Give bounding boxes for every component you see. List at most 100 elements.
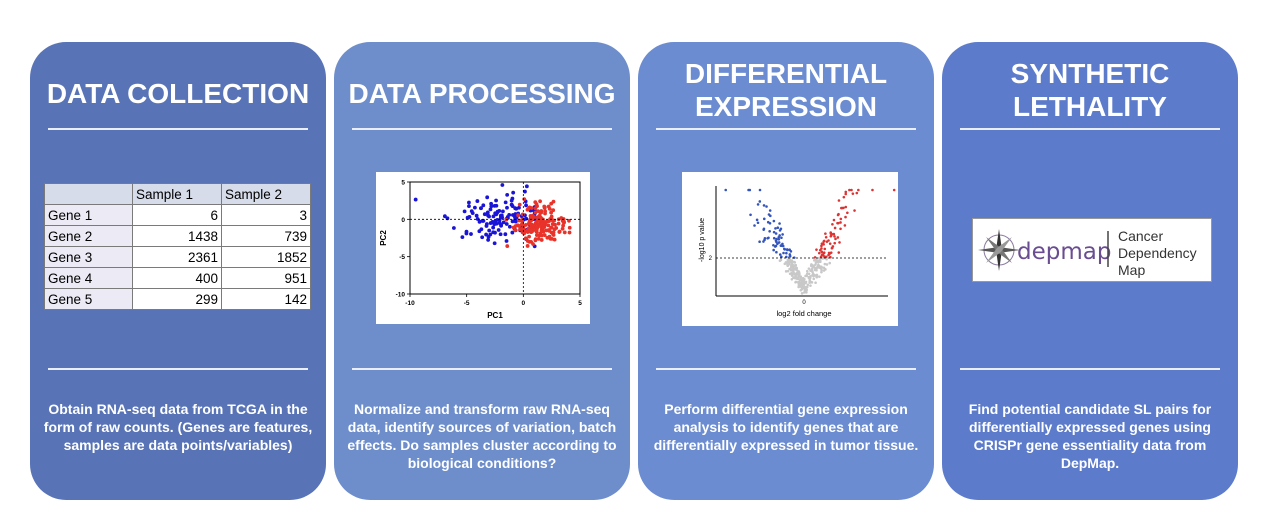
volcano-point [785, 251, 788, 255]
volcano-point [825, 257, 828, 261]
pca-point [547, 219, 551, 224]
volcano-point [817, 259, 821, 263]
pca-point [513, 206, 518, 211]
pca-point [467, 204, 471, 209]
volcano-point [772, 219, 776, 223]
volcano-point [791, 273, 794, 277]
volcano-point [795, 271, 799, 275]
pca-point [495, 217, 500, 222]
volcano-point [823, 262, 827, 266]
volcano-point [831, 223, 834, 226]
pca-point [492, 222, 497, 227]
pca-point [522, 231, 527, 236]
pca-point [536, 236, 541, 241]
card-title-line: LETHALITY [1013, 91, 1167, 122]
volcano-point [833, 241, 837, 245]
volcano-point [789, 268, 793, 271]
pca-point [537, 223, 542, 227]
volcano-point [786, 258, 790, 262]
pca-point [470, 211, 475, 216]
volcano-point [775, 250, 778, 254]
pca-point [538, 215, 543, 220]
pca-point [482, 212, 487, 217]
pca-point [551, 208, 556, 213]
pca-point [523, 223, 528, 227]
volcano-point [788, 248, 791, 252]
y-axis-label: PC2 [379, 230, 388, 246]
divider [960, 128, 1220, 130]
volcano-point [823, 247, 827, 251]
card-title-line: EXPRESSION [694, 91, 878, 122]
table-header-cell [44, 183, 133, 205]
volcano-point [832, 232, 836, 236]
volcano-point [774, 244, 778, 248]
volcano-point [820, 270, 823, 274]
volcano-point [836, 213, 840, 217]
pca-point [505, 205, 509, 210]
pca-point [442, 214, 447, 219]
pca-point [550, 236, 554, 241]
volcano-point [772, 243, 775, 247]
volcano-point [810, 264, 814, 267]
volcano-point [795, 266, 799, 270]
volcano-point [772, 248, 775, 252]
plot-frame [409, 181, 581, 295]
pca-point [494, 198, 498, 203]
volcano-point [788, 257, 791, 260]
card-title: DATA PROCESSING [334, 77, 630, 110]
x-axis-label: PC1 [487, 311, 503, 320]
pca-point [527, 205, 532, 210]
count-cell: 951 [221, 267, 311, 289]
volcano-point [772, 236, 776, 240]
pca-point [546, 223, 551, 228]
volcano-point [820, 250, 824, 254]
volcano-point [784, 261, 788, 264]
divider [656, 368, 916, 370]
pca-plot: -10 -5 0 5 5 0 -5 -10 PC1 PC2 [376, 172, 590, 324]
pca-point [551, 199, 556, 204]
gene-cell: Gene 4 [44, 267, 133, 289]
pca-point [530, 229, 534, 234]
pca-point [517, 205, 521, 210]
volcano-point [829, 234, 833, 238]
pca-point [467, 214, 472, 219]
y-tick-label: 2 [709, 256, 713, 262]
pca-point [520, 217, 524, 222]
pca-point [562, 220, 566, 224]
card-description: Obtain RNA-seq data from TCGA in the for… [43, 401, 313, 453]
pca-point [549, 225, 553, 230]
volcano-point [782, 247, 786, 251]
volcano-point [824, 268, 827, 271]
pca-point [464, 229, 469, 234]
pca-point [547, 234, 552, 239]
divider [960, 368, 1220, 370]
volcano-point [799, 282, 803, 286]
pca-point [533, 206, 538, 211]
pca-point [560, 226, 565, 231]
count-cell: 142 [221, 288, 311, 310]
volcano-point [790, 278, 794, 281]
pca-point [462, 209, 467, 214]
y-ticks: 5 0 -5 -10 [396, 180, 410, 299]
pca-point [556, 221, 561, 226]
pca-point [534, 229, 539, 234]
volcano-point [753, 224, 756, 227]
y-tick-label: 5 [401, 180, 405, 187]
volcano-point [790, 271, 793, 275]
pca-point [488, 232, 493, 237]
card-description: Normalize and transform raw RNA-seq data… [347, 401, 617, 471]
volcano-point [788, 253, 792, 256]
volcano-point [749, 213, 752, 217]
pca-point [504, 217, 509, 222]
pca-point [549, 214, 554, 219]
divider [352, 368, 612, 370]
volcano-point [836, 221, 840, 225]
pca-point [496, 228, 501, 232]
volcano-point [758, 240, 761, 243]
volcano-point [838, 241, 841, 244]
volcano-point [829, 232, 833, 235]
volcano-point [844, 192, 848, 196]
pca-point [484, 222, 489, 226]
pca-point [504, 239, 509, 243]
depmap-logo-svg: depmap Cancer Dependency Map [978, 228, 1197, 278]
